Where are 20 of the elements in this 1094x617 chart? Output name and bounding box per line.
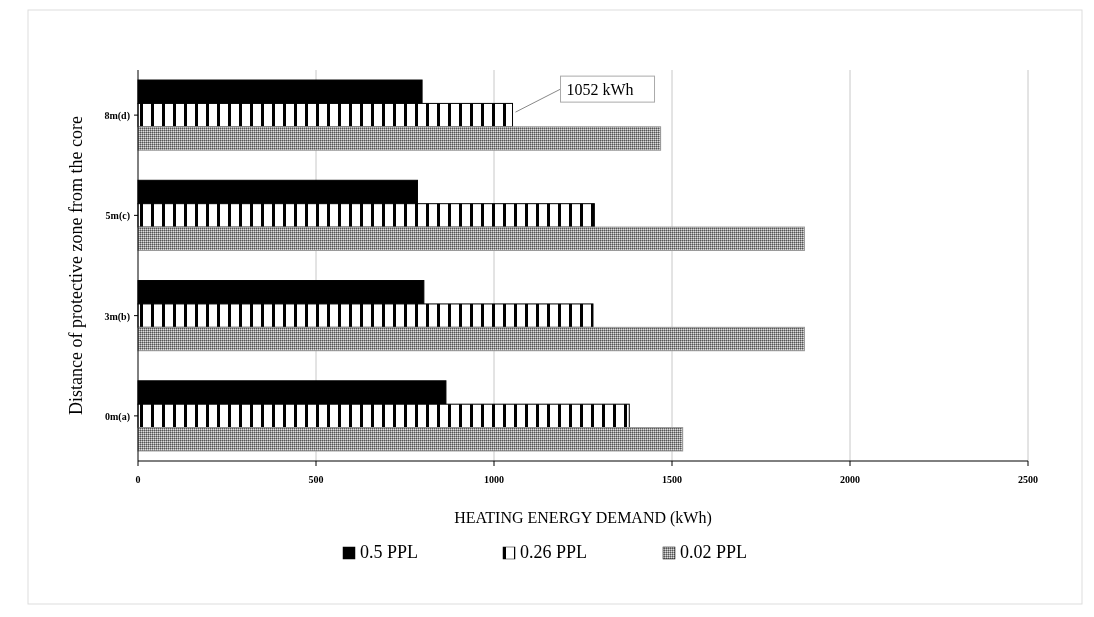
y-axis-title: Distance of protective zone from the core xyxy=(66,116,86,415)
x-tick-label: 2000 xyxy=(840,474,860,485)
bar xyxy=(137,226,805,251)
legend-label: 0.5 PPL xyxy=(360,542,419,562)
y-tick-label: 8m(d) xyxy=(104,110,130,123)
bar xyxy=(137,427,684,452)
x-tick-label: 1000 xyxy=(484,474,504,485)
annotation: 1052 kWh xyxy=(566,81,634,99)
y-tick-label: 5m(c) xyxy=(105,210,130,223)
y-tick-label: 3m(b) xyxy=(104,310,130,323)
legend-label: 0.02 PPL xyxy=(680,542,748,562)
bar xyxy=(137,126,662,151)
legend-label: 0.26 PPL xyxy=(520,542,588,562)
bar xyxy=(137,326,805,352)
x-tick-label: 1500 xyxy=(662,474,682,485)
y-tick-label: 0m(a) xyxy=(105,410,130,423)
x-tick-label: 500 xyxy=(308,474,324,485)
x-tick-label: 2500 xyxy=(1018,474,1038,485)
x-axis-title: HEATING ENERGY DEMAND (kWh) xyxy=(454,509,712,527)
x-tick-label: 0 xyxy=(135,474,141,485)
